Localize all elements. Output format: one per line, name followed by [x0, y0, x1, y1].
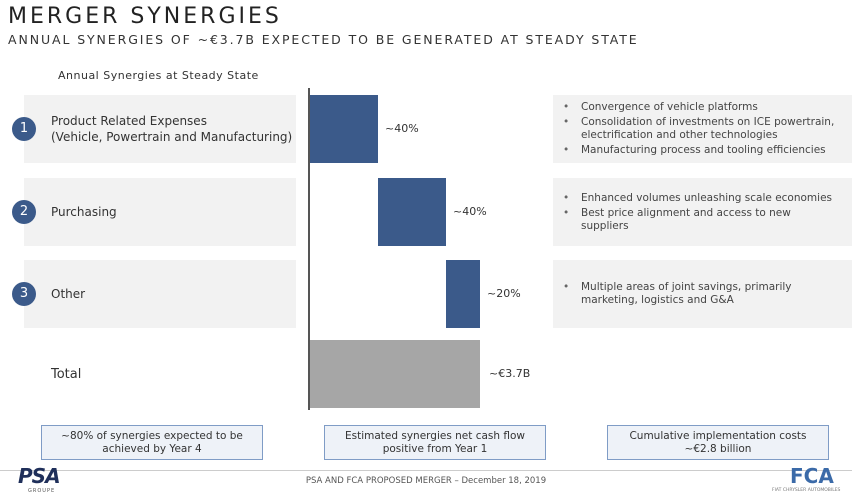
detail-box: Multiple areas of joint savings, primari…: [553, 260, 852, 328]
category-number: 2: [12, 200, 36, 224]
category-block: Product Related Expenses (Vehicle, Powert…: [51, 95, 292, 163]
category-block: Other: [51, 260, 85, 328]
category-box: 3 Other: [12, 260, 296, 328]
total-label: ~€3.7B: [489, 367, 530, 380]
category-number: 3: [12, 282, 36, 306]
fca-logo-sub: FIAT CHRYSLER AUTOMOBILES: [772, 488, 841, 493]
psa-logo: PSA: [18, 464, 61, 488]
category-block: Purchasing: [51, 178, 117, 246]
category-number: 1: [12, 117, 36, 141]
detail-box: Convergence of vehicle platforms Consolid…: [553, 95, 852, 163]
detail-bullet: Convergence of vehicle platforms: [553, 101, 836, 114]
fca-logo: FCA: [790, 464, 834, 488]
category-label: Other: [51, 287, 86, 301]
category-label: Purchasing: [51, 205, 117, 219]
detail-bullet: Multiple areas of joint savings, primari…: [553, 281, 836, 307]
callout: ~80% of synergies expected to be achieve…: [41, 425, 263, 460]
bar: [446, 260, 480, 328]
value-label: ~20%: [487, 287, 521, 300]
category-box: 2 Purchasing: [12, 178, 296, 246]
callout: Estimated synergies net cash flow positi…: [324, 425, 546, 460]
total-name: Total: [51, 367, 82, 382]
value-label: ~40%: [453, 205, 487, 218]
bar: [378, 178, 446, 246]
slide-subtitle: ANNUAL SYNERGIES OF ~€3.7B EXPECTED TO B…: [8, 32, 639, 47]
category-box: 1 Product Related Expenses (Vehicle, Power…: [12, 95, 296, 163]
detail-bullet: Best price alignment and access to new s…: [553, 207, 836, 233]
psa-logo-sub: GROUPE: [28, 488, 56, 494]
footer-text: PSA AND FCA PROPOSED MERGER – December 1…: [305, 476, 547, 486]
detail-bullet: Enhanced volumes unleashing scale econom…: [553, 192, 836, 205]
category-note: (Vehicle, Powertrain and Manufacturing): [51, 130, 293, 144]
slide-title: MERGER SYNERGIES: [8, 4, 282, 29]
detail-bullet: Manufacturing process and tooling effici…: [553, 144, 836, 157]
callout: Cumulative implementation costs ~€2.8 bi…: [607, 425, 829, 460]
detail-bullet: Consolidation of investments on ICE powe…: [553, 116, 836, 142]
value-label: ~40%: [385, 122, 419, 135]
chart-title: Annual Synergies at Steady State: [58, 69, 259, 82]
total-bar: [310, 340, 480, 408]
category-label: Product Related Expenses: [51, 114, 207, 128]
detail-box: Enhanced volumes unleashing scale econom…: [553, 178, 852, 246]
footer-rule: [0, 470, 852, 471]
bar: [310, 95, 378, 163]
